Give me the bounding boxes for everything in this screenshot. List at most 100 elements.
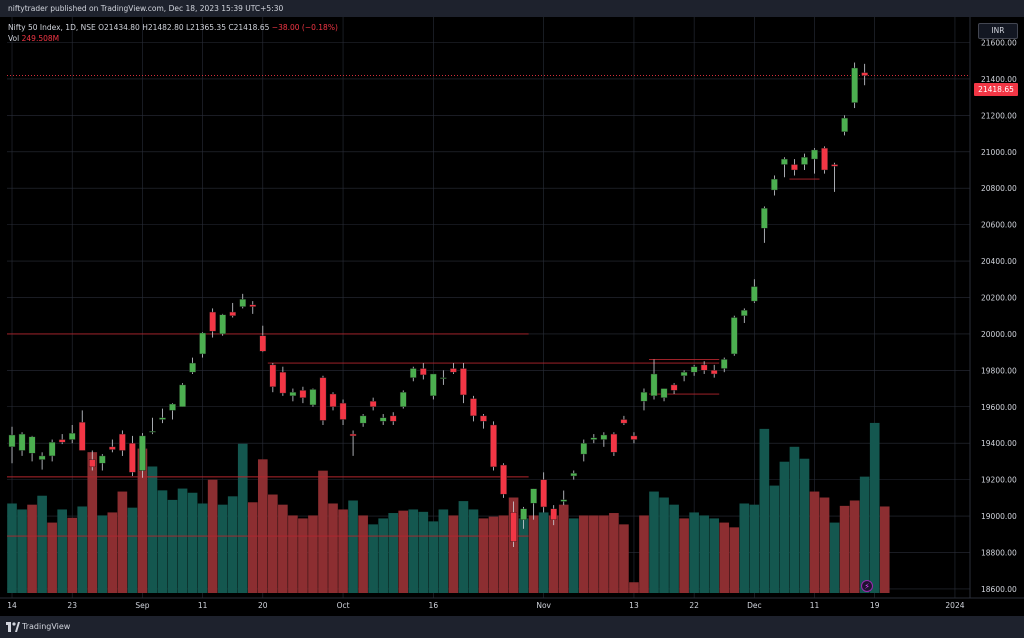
candle-body	[239, 299, 247, 307]
volume-bar	[157, 490, 168, 593]
volume-bar	[689, 512, 699, 593]
candle-body	[710, 370, 718, 375]
volume-bar	[227, 496, 238, 593]
volume-bar	[57, 509, 67, 593]
volume-bar	[348, 500, 358, 593]
y-tick-label: 18800.00	[981, 548, 1017, 557]
volume-bar	[338, 509, 348, 593]
symbol-name[interactable]: Nifty 50 Index, 1D, NSE	[8, 23, 96, 32]
y-tick-label: 20800.00	[981, 184, 1017, 193]
volume-bar	[237, 443, 248, 593]
volume-bar	[659, 497, 669, 593]
y-tick-label: 19200.00	[981, 476, 1017, 485]
volume-bar	[639, 515, 649, 593]
candle-body	[560, 499, 568, 502]
candle-body	[88, 459, 96, 468]
x-tick-label: Oct	[337, 601, 350, 610]
candle-body	[58, 439, 66, 443]
volume-bar	[37, 495, 47, 593]
volume-bar	[829, 522, 840, 593]
volume-bar	[649, 491, 659, 593]
candle-body	[229, 311, 237, 316]
candle-body	[169, 403, 176, 411]
footer-bar: TradingView	[0, 616, 1024, 638]
y-tick-label: 19000.00	[981, 512, 1017, 521]
volume-bar	[257, 459, 268, 593]
candle-body	[761, 208, 768, 229]
candle-body	[249, 304, 257, 307]
volume-bar	[418, 511, 429, 593]
candle-body	[389, 415, 397, 422]
candle-body	[600, 434, 608, 440]
candle-body	[68, 432, 76, 440]
volume-bar	[368, 524, 378, 593]
x-tick-label: 19	[870, 601, 880, 610]
volume-bar	[97, 515, 108, 593]
y-tick-label: 20400.00	[981, 257, 1017, 266]
candle-body	[630, 435, 638, 440]
candle-body	[18, 433, 26, 451]
volume-bar	[679, 518, 689, 593]
change-value: −38.00 (−0.18%)	[271, 23, 338, 32]
volume-bar	[117, 491, 128, 593]
tradingview-logo-icon[interactable]	[6, 622, 20, 632]
candle-body	[550, 508, 558, 520]
volume-bar	[458, 501, 469, 593]
volume-bar	[578, 515, 589, 593]
candle-body	[409, 368, 417, 378]
candle-body	[38, 455, 46, 460]
volume-bar	[789, 446, 800, 593]
volume-bar	[589, 515, 599, 593]
candle-body	[730, 317, 738, 355]
volume-value: 249.508M	[21, 34, 60, 43]
volume-bar	[879, 506, 890, 593]
candle-body	[289, 391, 297, 397]
candle-body	[650, 373, 658, 397]
candle-body	[129, 442, 136, 473]
candle-body	[500, 464, 507, 495]
candle-body	[520, 508, 527, 520]
volume-bar	[177, 488, 188, 593]
currency-button[interactable]: INR	[978, 23, 1018, 39]
candle-body	[460, 368, 467, 396]
candle-body	[720, 359, 728, 369]
candle-body	[329, 393, 337, 407]
volume-bar	[187, 492, 198, 593]
candle-body	[8, 434, 16, 448]
volume-bar	[599, 515, 609, 593]
volume-bar	[709, 518, 720, 593]
volume-bar	[558, 504, 569, 593]
y-tick-label: 21000.00	[981, 148, 1017, 157]
volume-bar	[729, 527, 740, 593]
footer-brand[interactable]: TradingView	[22, 622, 71, 631]
volume-bar	[247, 502, 258, 593]
y-tick-label: 21600.00	[981, 38, 1017, 47]
y-tick-label: 18600.00	[981, 585, 1017, 594]
volume-bar	[518, 518, 529, 593]
volume-bar	[428, 521, 439, 593]
candle-body	[851, 67, 858, 103]
volume-label[interactable]: Vol	[8, 34, 20, 43]
candle-body	[480, 415, 487, 422]
y-tick-label: 19800.00	[981, 366, 1017, 375]
y-tick-label: 19400.00	[981, 439, 1017, 448]
volume-bar	[779, 461, 790, 593]
candle-body	[279, 371, 287, 394]
volume-bar	[619, 524, 629, 593]
volume-bar	[298, 518, 308, 593]
volume-bar	[739, 503, 750, 593]
candle-body	[811, 149, 818, 160]
volume-bar	[17, 509, 27, 593]
legend-line-2: Vol 249.508M	[8, 33, 338, 44]
ohlc-values: O21434.80 H21482.80 L21365.35 C21418.65	[98, 23, 270, 32]
x-tick-label: 23	[67, 601, 77, 610]
legend-line-1: Nifty 50 Index, 1D, NSE O21434.80 H21482…	[8, 22, 338, 33]
x-tick-label: 2024	[945, 601, 964, 610]
candle-body	[299, 390, 307, 398]
volume-bar	[448, 515, 459, 593]
candle-body	[48, 442, 56, 457]
event-badge-icon	[861, 580, 873, 592]
volume-bar	[819, 497, 830, 593]
candle-body	[540, 479, 547, 508]
